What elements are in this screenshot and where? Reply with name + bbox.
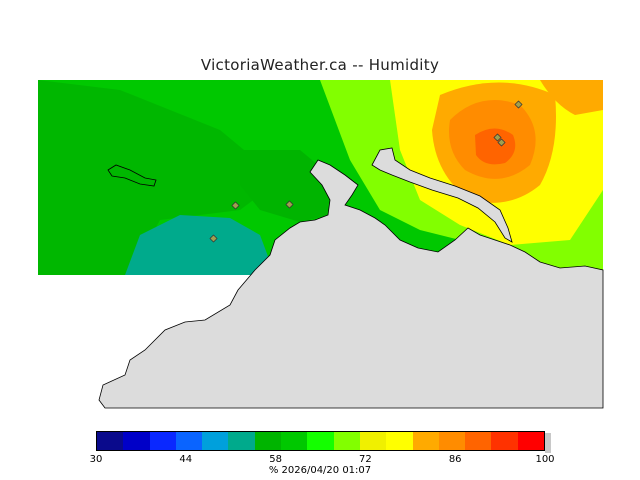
- colorbar-label: 30: [89, 454, 103, 465]
- colorbar-swatch: [202, 432, 229, 450]
- station-1[interactable]: [231, 201, 240, 210]
- station-5[interactable]: [493, 133, 502, 142]
- band-teal: [125, 215, 275, 275]
- band-green-inner: [240, 150, 330, 222]
- colorbar-labels: 30 44 58 72 86 100: [0, 454, 640, 468]
- colorbar-swatch: [412, 432, 439, 450]
- station-3[interactable]: [209, 234, 218, 243]
- station-6[interactable]: [497, 138, 506, 147]
- colorbar-swatch: [438, 432, 466, 450]
- timestamp-footer: % 2026/04/20 01:07: [268, 465, 372, 476]
- band-red-orange: [475, 128, 516, 165]
- colorbar-swatch: [386, 432, 414, 450]
- station-2[interactable]: [285, 200, 294, 209]
- colorbar-swatch: [123, 432, 150, 450]
- inlet: [371, 147, 513, 243]
- colorbar-label: 44: [179, 454, 193, 465]
- colorbar-swatch: [228, 432, 256, 450]
- map-title: VictoriaWeather.ca -- Humidity: [200, 56, 440, 74]
- colorbar-swatch: [254, 432, 282, 450]
- colorbar-swatch: [359, 432, 387, 450]
- colorbar-label: 86: [448, 454, 462, 465]
- humidity-colorbar: [96, 431, 545, 451]
- humidity-field: [38, 80, 603, 275]
- colorbar-shadow: [545, 433, 551, 453]
- colorbar-swatch: [465, 432, 493, 450]
- band-green-dark: [38, 80, 280, 275]
- colorbar-swatch: [175, 432, 203, 450]
- colorbar-swatch: [307, 432, 335, 450]
- colorbar-swatch: [149, 432, 177, 450]
- colorbar-swatch: [97, 432, 124, 450]
- land-mass: [98, 159, 604, 409]
- colorbar-swatch: [517, 432, 545, 450]
- colorbar-label: 100: [535, 454, 555, 465]
- colorbar-swatch: [491, 432, 518, 450]
- colorbar-label: 72: [359, 454, 372, 465]
- colorbar-swatch: [281, 432, 308, 450]
- band-orange-ne: [540, 80, 603, 115]
- station-markers: [209, 100, 523, 243]
- colorbar-label: 58: [269, 454, 282, 465]
- colorbar-swatch: [333, 432, 360, 450]
- station-4[interactable]: [514, 100, 523, 109]
- island: [107, 164, 157, 187]
